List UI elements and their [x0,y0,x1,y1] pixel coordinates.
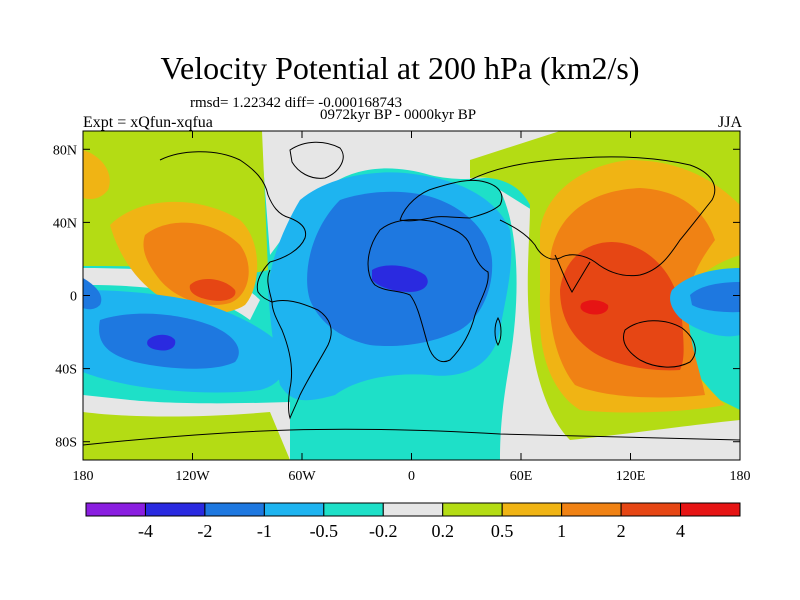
dark-blue-region-south-pacific [147,334,176,351]
axes: 180 120W 60W 0 60E 120E 180 80N 40N 0 40S 80S [53,131,751,484]
colorbar-swatch [323,502,384,517]
colorbar-swatch [263,502,325,517]
colorbar-label: -2 [197,521,212,541]
x-tick-label: 180 [73,469,94,484]
coastline-greenland [289,141,344,179]
x-tick-label: 60W [288,469,316,484]
red-maximum-indo-pacific [580,300,609,315]
colorbar-label: 4 [676,521,685,541]
colorbar-label: 0.5 [491,521,514,541]
experiment-label: Expt = xQfun-xqfua [83,114,213,131]
red-orange-region-indo-pacific [560,242,684,371]
orange-region-north-atlantic [83,150,110,200]
x-tick-label: 120W [175,469,210,484]
colorbar-label: -0.5 [310,521,339,541]
y-tick-label: 40N [53,216,77,231]
colorbar-swatch [680,502,741,517]
coastline-australia [623,320,696,368]
blue-region-west-pacific [690,282,740,313]
colorbar-label: 1 [557,521,566,541]
coastline-south-america [271,299,332,420]
blue-region-pacific-edge [83,278,102,310]
season-label: JJA [717,114,742,131]
coastline-eurasia [469,156,716,277]
colorbar-label: -4 [138,521,153,541]
colorbar: -4 -2 -1 -0.5 -0.2 0.2 0.5 1 2 4 [85,502,741,541]
contour-field [83,131,740,460]
coastline-antarctica [83,428,740,446]
colorbar-swatch [620,502,682,517]
colorbar-swatch [442,502,503,517]
dark-blue-region-west-africa [372,265,428,292]
colorbar-swatch [144,502,206,517]
colorbar-label: 2 [617,521,626,541]
x-tick-label: 0 [408,469,415,484]
colorbar-label: -1 [257,521,272,541]
colorbar-label: -0.2 [369,521,398,541]
y-tick-label: 80N [53,143,77,158]
colorbar-swatch [204,502,265,517]
x-tick-label: 60E [510,469,533,484]
colorbar-label: 0.2 [431,521,454,541]
colorbar-swatch [85,502,146,517]
colorbar-swatch [561,502,622,517]
chart-title: Velocity Potential at 200 hPa (km2/s) [160,50,640,86]
stats-line: rmsd= 1.22342 diff= -0.000168743 [190,95,403,111]
coastlines [83,141,740,446]
coastline-india [554,254,591,293]
coastline-europe [399,179,503,222]
x-tick-label: 120E [616,469,646,484]
y-tick-label: 0 [70,290,77,305]
red-orange-region-east-pacific [189,278,236,301]
x-tick-label: 180 [730,469,751,484]
coastline-madagascar [494,316,502,347]
coastline-africa [367,219,489,363]
colorbar-swatch [501,502,563,517]
colorbar-swatch [382,502,444,517]
coastline-north-america [159,151,307,303]
period-line: 0972kyr BP - 0000kyr BP [320,107,477,123]
y-tick-label: 80S [55,436,77,451]
y-tick-label: 40S [55,363,77,378]
